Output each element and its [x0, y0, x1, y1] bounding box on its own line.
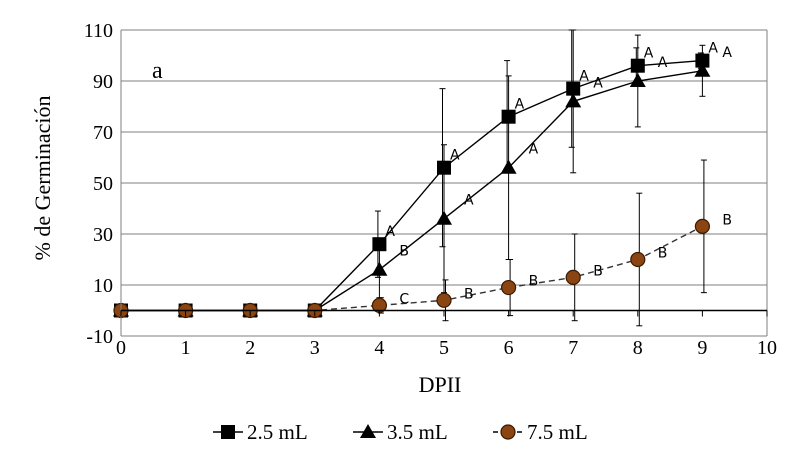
significance-letter: A: [644, 46, 654, 62]
y-tick-label: 90: [93, 71, 113, 93]
y-tick-label: 70: [93, 122, 113, 144]
legend-label: 7.5 mL: [527, 420, 588, 444]
significance-letter: B: [529, 274, 539, 290]
legend-triangle-marker: [360, 424, 376, 438]
x-tick-label: 7: [568, 337, 578, 359]
triangle-marker: [629, 73, 646, 87]
significance-letter: A: [450, 148, 460, 164]
x-tick-label: 9: [697, 337, 707, 359]
triangle-marker: [436, 210, 452, 225]
legend: 2.5 mL 3.5 mL 7.5 mL: [213, 420, 588, 444]
series-line: [121, 70, 703, 312]
significance-letter: C: [399, 291, 409, 307]
y-axis-title: % de Germinación: [30, 96, 55, 261]
significance-letter: A: [579, 69, 589, 85]
triangle-marker: [371, 261, 388, 276]
x-tick-label: 2: [245, 337, 255, 359]
significance-letter: A: [515, 97, 525, 113]
square-marker: [372, 237, 387, 252]
legend-circle-marker: [500, 424, 516, 440]
significance-letter: B: [722, 212, 732, 228]
significance-letter: A: [658, 55, 668, 71]
x-tick-label: 4: [374, 337, 384, 359]
square-marker: [501, 109, 516, 124]
y-tick-label: 10: [93, 275, 113, 297]
significance-letter: B: [464, 286, 474, 302]
x-tick-label: 8: [633, 337, 643, 359]
y-tick-label: 30: [93, 224, 113, 246]
x-tick-label: 10: [757, 337, 777, 359]
error-bars: [374, 29, 707, 327]
x-tick-label: 6: [504, 337, 514, 359]
triangle-marker: [694, 62, 711, 77]
panel-label: a: [152, 58, 163, 84]
circle-marker: [501, 279, 517, 296]
y-tick-label: -10: [86, 326, 113, 348]
x-tick-label: 0: [116, 337, 126, 359]
significance-letter: B: [593, 263, 603, 279]
significance-letter: B: [658, 246, 668, 262]
axes: [120, 30, 768, 336]
circle-marker: [436, 292, 452, 308]
legend-label: 3.5 mL: [387, 420, 448, 444]
circle-marker: [694, 218, 711, 234]
y-tick-label: 110: [84, 20, 113, 42]
circle-marker: [565, 269, 581, 285]
square-marker: [566, 81, 581, 96]
series-line: [121, 59, 703, 312]
square-marker: [630, 58, 645, 73]
triangle-marker: [500, 159, 517, 174]
legend-square-marker: [221, 425, 235, 439]
x-tick-label: 3: [310, 337, 320, 359]
square-marker: [695, 53, 710, 68]
series-lines: [121, 59, 703, 312]
series-line: [121, 225, 703, 312]
tick-labels: -10 10 30 50 70 90 110 0 1 2 3 4 5 6 7 8 9 10: [84, 20, 777, 359]
y-tick-label: 50: [93, 173, 113, 195]
significance-letter: A: [593, 75, 603, 91]
legend-label: 2.5 mL: [247, 420, 308, 444]
significance-letter: A: [464, 193, 474, 209]
x-tick-label: 5: [439, 337, 449, 359]
significance-letter: A: [722, 45, 732, 61]
square-marker: [437, 160, 451, 175]
significance-letter: A: [529, 142, 539, 158]
data-markers: [113, 53, 711, 319]
significance-letter: A: [708, 41, 718, 57]
significance-letter: B: [399, 244, 409, 260]
triangle-marker: [565, 93, 582, 108]
x-tick-label: 1: [181, 337, 191, 359]
circle-marker: [630, 251, 646, 268]
significance-letter: A: [385, 224, 395, 240]
x-axis-title: DPII: [419, 372, 462, 397]
